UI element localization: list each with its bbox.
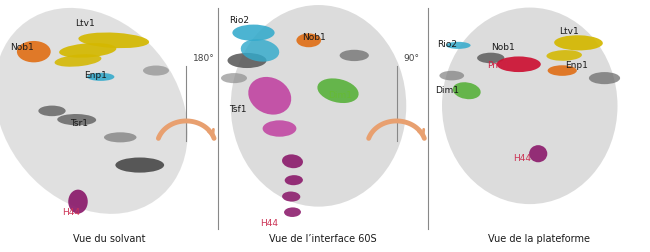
Ellipse shape bbox=[57, 114, 96, 125]
Ellipse shape bbox=[589, 72, 620, 84]
Text: Nob1: Nob1 bbox=[10, 43, 34, 52]
Ellipse shape bbox=[285, 175, 303, 185]
Text: 180°: 180° bbox=[192, 54, 214, 63]
Text: Enp1: Enp1 bbox=[84, 71, 107, 80]
Ellipse shape bbox=[231, 5, 406, 207]
Text: Enp1: Enp1 bbox=[566, 61, 588, 70]
Ellipse shape bbox=[284, 207, 301, 217]
Ellipse shape bbox=[68, 190, 88, 213]
Ellipse shape bbox=[497, 56, 541, 72]
Ellipse shape bbox=[240, 39, 280, 62]
Text: Ltv1: Ltv1 bbox=[75, 19, 94, 28]
Ellipse shape bbox=[282, 192, 300, 202]
Ellipse shape bbox=[116, 158, 164, 173]
Ellipse shape bbox=[446, 42, 471, 49]
Text: Nob1: Nob1 bbox=[302, 33, 326, 42]
Text: Vue du solvant: Vue du solvant bbox=[73, 234, 145, 244]
Text: Dim1: Dim1 bbox=[328, 91, 352, 100]
Ellipse shape bbox=[296, 33, 321, 47]
Ellipse shape bbox=[143, 66, 169, 76]
Ellipse shape bbox=[554, 35, 603, 50]
Ellipse shape bbox=[477, 53, 504, 63]
Ellipse shape bbox=[87, 73, 114, 81]
Text: Rio2: Rio2 bbox=[229, 16, 249, 25]
Ellipse shape bbox=[439, 71, 464, 80]
Text: H44: H44 bbox=[62, 208, 80, 217]
Text: Nob1: Nob1 bbox=[491, 43, 515, 52]
Ellipse shape bbox=[442, 8, 618, 204]
Text: Pno1: Pno1 bbox=[488, 61, 510, 70]
Ellipse shape bbox=[317, 78, 359, 103]
Text: Vue de l’interface 60S: Vue de l’interface 60S bbox=[269, 234, 376, 244]
Text: Ltv1: Ltv1 bbox=[559, 27, 578, 36]
Ellipse shape bbox=[227, 53, 266, 68]
Text: H44: H44 bbox=[260, 218, 278, 228]
Ellipse shape bbox=[55, 54, 101, 67]
Ellipse shape bbox=[547, 65, 577, 76]
Ellipse shape bbox=[529, 145, 547, 162]
Ellipse shape bbox=[59, 43, 116, 58]
Ellipse shape bbox=[339, 50, 369, 61]
Ellipse shape bbox=[0, 8, 188, 214]
Ellipse shape bbox=[17, 41, 51, 62]
Ellipse shape bbox=[233, 25, 274, 41]
Text: Dim1: Dim1 bbox=[436, 86, 460, 95]
Ellipse shape bbox=[104, 132, 136, 142]
Text: 90°: 90° bbox=[403, 54, 419, 63]
Ellipse shape bbox=[282, 154, 303, 168]
Ellipse shape bbox=[248, 77, 291, 115]
Text: H44: H44 bbox=[514, 154, 532, 163]
Text: Rio2: Rio2 bbox=[437, 40, 457, 49]
Text: Vue de la plateforme: Vue de la plateforme bbox=[488, 234, 590, 244]
Ellipse shape bbox=[452, 82, 481, 99]
Ellipse shape bbox=[221, 73, 247, 83]
Text: Tsf1: Tsf1 bbox=[229, 105, 246, 114]
Ellipse shape bbox=[263, 120, 296, 137]
Ellipse shape bbox=[79, 33, 149, 48]
Ellipse shape bbox=[38, 106, 66, 116]
Text: Tsr1: Tsr1 bbox=[70, 119, 88, 128]
Ellipse shape bbox=[547, 50, 582, 61]
